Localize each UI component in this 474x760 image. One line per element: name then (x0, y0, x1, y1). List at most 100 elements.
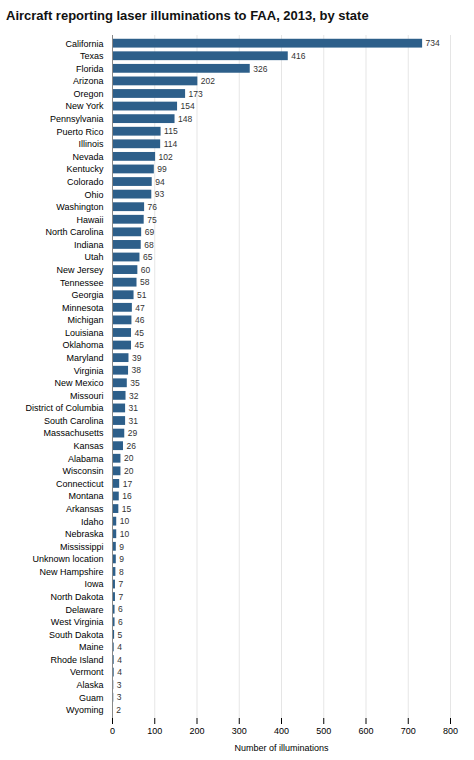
svg-text:45: 45 (135, 328, 145, 338)
svg-text:20: 20 (124, 453, 134, 463)
svg-text:51: 51 (137, 290, 147, 300)
svg-text:Arkansas: Arkansas (66, 504, 104, 514)
svg-text:202: 202 (201, 76, 215, 86)
svg-text:94: 94 (155, 177, 165, 187)
svg-text:Wyoming: Wyoming (66, 705, 103, 715)
svg-text:148: 148 (178, 114, 192, 124)
svg-text:26: 26 (126, 441, 136, 451)
svg-text:Louisiana: Louisiana (65, 328, 104, 338)
svg-text:500: 500 (316, 726, 331, 736)
svg-text:734: 734 (426, 38, 440, 48)
svg-text:7: 7 (118, 579, 123, 589)
svg-text:3: 3 (117, 692, 122, 702)
svg-text:0: 0 (110, 726, 115, 736)
svg-text:Maine: Maine (79, 642, 104, 652)
svg-text:10: 10 (120, 529, 130, 539)
svg-text:65: 65 (143, 252, 153, 262)
svg-text:400: 400 (274, 726, 289, 736)
svg-text:Mississippi: Mississippi (60, 542, 104, 552)
svg-text:Texas: Texas (80, 51, 104, 61)
svg-text:Number of illuminations: Number of illuminations (234, 743, 329, 753)
svg-text:100: 100 (147, 726, 162, 736)
svg-text:Alaska: Alaska (76, 680, 103, 690)
svg-text:Kansas: Kansas (73, 441, 104, 451)
svg-text:District of Columbia: District of Columbia (25, 403, 103, 413)
svg-text:Missouri: Missouri (70, 391, 104, 401)
svg-text:South Carolina: South Carolina (44, 416, 104, 426)
svg-text:76: 76 (148, 202, 158, 212)
svg-text:9: 9 (119, 554, 124, 564)
svg-text:Oregon: Oregon (73, 89, 103, 99)
svg-text:2: 2 (116, 705, 121, 715)
svg-text:8: 8 (119, 567, 124, 577)
svg-text:Minnesota: Minnesota (62, 303, 104, 313)
svg-text:29: 29 (128, 428, 138, 438)
svg-text:47: 47 (135, 303, 145, 313)
svg-text:Hawaii: Hawaii (76, 215, 103, 225)
svg-text:Idaho: Idaho (81, 517, 104, 527)
svg-text:17: 17 (123, 479, 133, 489)
svg-text:115: 115 (164, 126, 178, 136)
svg-text:Colorado: Colorado (67, 177, 104, 187)
svg-text:31: 31 (129, 416, 139, 426)
svg-text:Nevada: Nevada (72, 152, 103, 162)
svg-text:173: 173 (189, 89, 203, 99)
svg-text:3: 3 (117, 680, 122, 690)
svg-text:15: 15 (122, 504, 132, 514)
svg-text:North Carolina: North Carolina (45, 227, 103, 237)
svg-text:154: 154 (181, 101, 195, 111)
svg-text:Alabama: Alabama (68, 454, 104, 464)
svg-text:416: 416 (291, 51, 305, 61)
svg-text:Puerto Rico: Puerto Rico (56, 127, 103, 137)
svg-text:69: 69 (145, 227, 155, 237)
svg-text:300: 300 (232, 726, 247, 736)
svg-text:600: 600 (358, 726, 373, 736)
svg-text:Vermont: Vermont (70, 667, 104, 677)
svg-text:New York: New York (65, 101, 104, 111)
svg-text:9: 9 (119, 542, 124, 552)
svg-text:35: 35 (130, 378, 140, 388)
svg-text:93: 93 (155, 189, 165, 199)
svg-text:46: 46 (135, 315, 145, 325)
svg-text:Delaware: Delaware (65, 605, 103, 615)
svg-text:700: 700 (401, 726, 416, 736)
svg-text:West Virginia: West Virginia (51, 617, 104, 627)
svg-text:99: 99 (157, 164, 167, 174)
svg-text:39: 39 (132, 353, 142, 363)
svg-text:Maryland: Maryland (66, 353, 103, 363)
svg-text:Ohio: Ohio (84, 189, 103, 199)
svg-text:South Dakota: South Dakota (49, 630, 104, 640)
svg-text:California: California (65, 39, 103, 49)
svg-text:7: 7 (118, 592, 123, 602)
svg-text:Indiana: Indiana (74, 240, 104, 250)
svg-text:Nebraska: Nebraska (65, 529, 104, 539)
svg-text:Massachusetts: Massachusetts (43, 428, 104, 438)
svg-text:31: 31 (129, 403, 139, 413)
svg-text:4: 4 (117, 667, 122, 677)
svg-text:Pennsylvania: Pennsylvania (50, 114, 104, 124)
svg-text:Rhode Island: Rhode Island (50, 655, 103, 665)
svg-text:Kentucky: Kentucky (66, 164, 104, 174)
svg-text:4: 4 (117, 642, 122, 652)
svg-text:60: 60 (141, 265, 151, 275)
svg-text:38: 38 (132, 365, 142, 375)
svg-text:Connecticut: Connecticut (56, 479, 104, 489)
svg-text:Tennessee: Tennessee (60, 278, 104, 288)
svg-text:4: 4 (117, 655, 122, 665)
svg-text:5: 5 (118, 630, 123, 640)
svg-text:326: 326 (253, 64, 267, 74)
svg-text:6: 6 (118, 604, 123, 614)
svg-text:58: 58 (140, 277, 150, 287)
svg-text:114: 114 (164, 139, 178, 149)
svg-text:45: 45 (135, 340, 145, 350)
svg-text:Arizona: Arizona (73, 76, 104, 86)
svg-text:Virginia: Virginia (74, 366, 104, 376)
svg-text:20: 20 (124, 466, 134, 476)
svg-text:North Dakota: North Dakota (50, 592, 103, 602)
svg-text:Oklahoma: Oklahoma (62, 340, 103, 350)
svg-text:Iowa: Iowa (84, 579, 103, 589)
svg-text:Montana: Montana (68, 491, 103, 501)
svg-text:New Mexico: New Mexico (54, 378, 103, 388)
svg-text:Michigan: Michigan (67, 315, 103, 325)
svg-text:10: 10 (120, 516, 130, 526)
